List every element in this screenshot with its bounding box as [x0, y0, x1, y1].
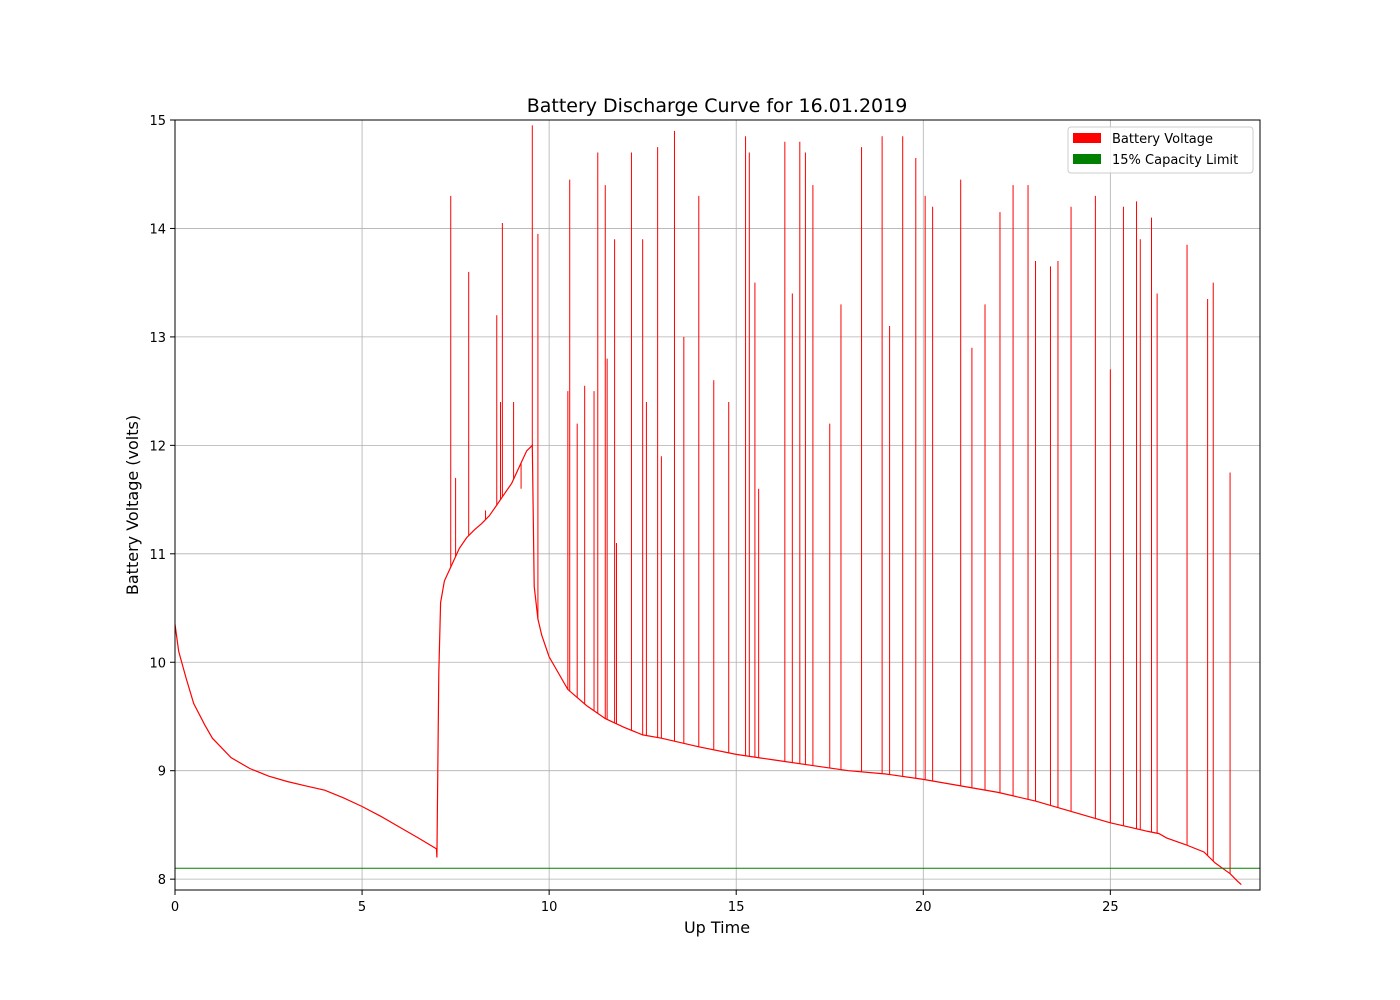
axes-frame — [174, 119, 1261, 891]
y-tick-label: 9 — [158, 765, 166, 780]
y-tick-label: 11 — [149, 548, 166, 563]
axis-ticks: 0 5 10 15 20 25 8 9 10 11 12 13 14 15 — [149, 114, 1118, 915]
battery-voltage-line — [174, 444, 1242, 886]
legend-label-battery-voltage: Battery Voltage — [1112, 132, 1213, 147]
legend-swatch-battery-voltage — [1073, 133, 1101, 143]
y-tick-label: 15 — [149, 114, 166, 129]
legend-label-capacity-limit: 15% Capacity Limit — [1112, 153, 1238, 168]
x-tick-label: 10 — [541, 900, 558, 915]
x-tick-label: 15 — [728, 900, 745, 915]
y-tick-label: 12 — [149, 439, 166, 454]
x-tick-label: 20 — [915, 900, 932, 915]
x-tick-label: 25 — [1102, 900, 1119, 915]
chart-title: Battery Discharge Curve for 16.01.2019 — [527, 95, 908, 117]
x-tick-label: 0 — [171, 900, 179, 915]
y-tick-label: 14 — [149, 222, 166, 237]
plot-area — [174, 125, 1260, 886]
legend: Battery Voltage 15% Capacity Limit — [1067, 126, 1254, 174]
y-tick-label: 8 — [158, 873, 166, 888]
legend-box — [1067, 126, 1254, 174]
y-axis-label: Battery Voltage (volts) — [123, 415, 142, 595]
x-tick-label: 5 — [358, 900, 366, 915]
y-tick-label: 13 — [149, 331, 166, 346]
legend-swatch-capacity-limit — [1073, 154, 1101, 164]
x-axis-label: Up Time — [684, 918, 750, 937]
y-tick-label: 10 — [149, 656, 166, 671]
